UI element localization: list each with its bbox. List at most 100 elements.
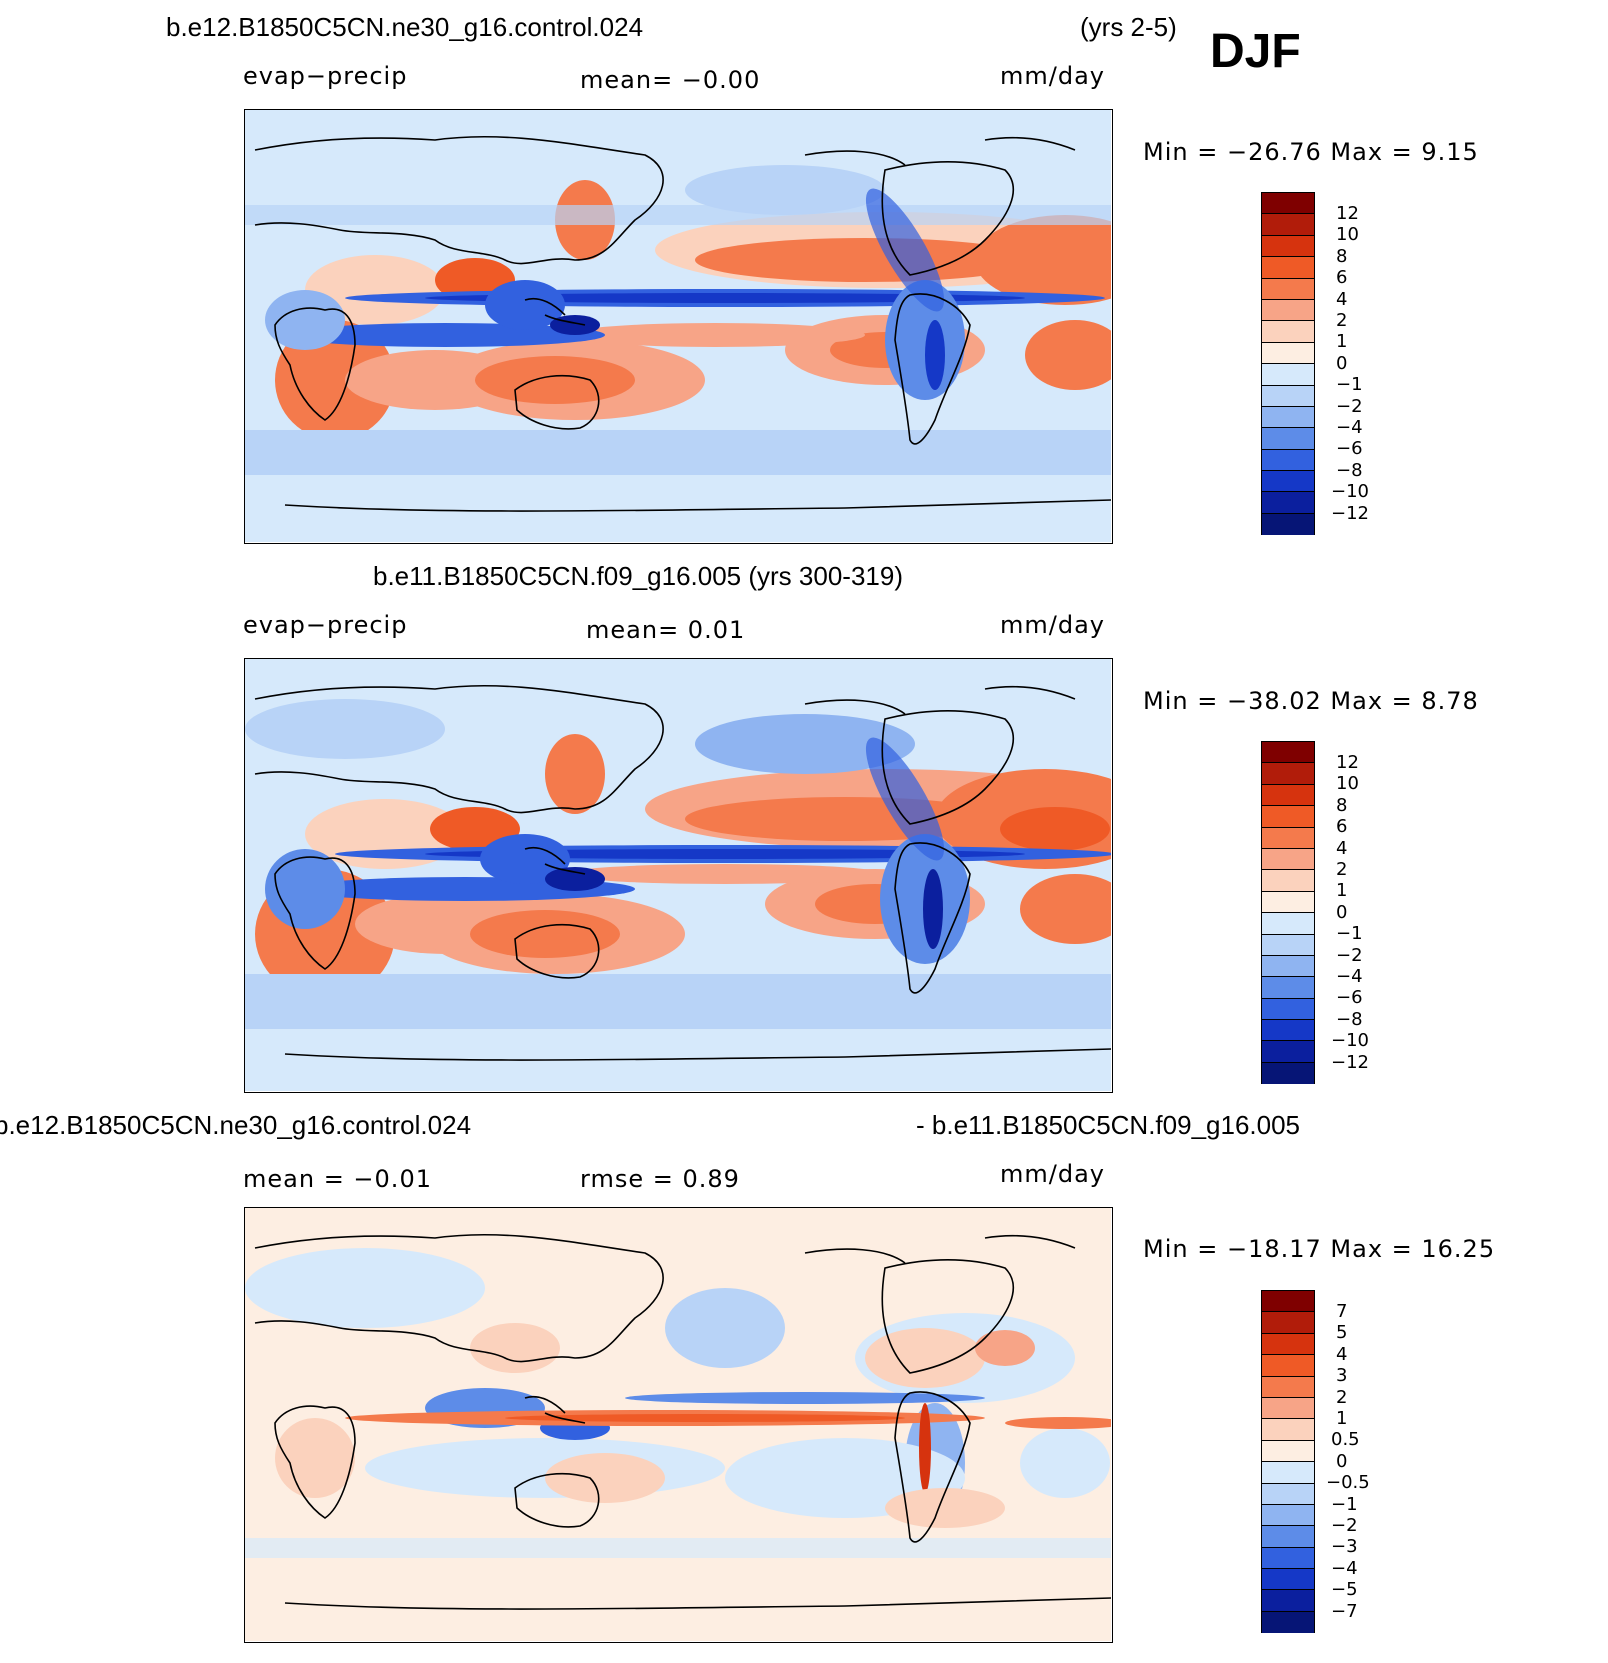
panel2-colorbar-label: −12: [1331, 1052, 1369, 1073]
panel1-colorbar-label: 8: [1336, 246, 1348, 267]
panel1-colorbar-swatch: [1262, 492, 1314, 514]
panel2-colorbar-swatch: [1262, 870, 1314, 892]
panel1-variable: evap−precip: [243, 62, 408, 90]
panel2-colorbar-swatch: [1262, 784, 1314, 807]
panel1-colorbar-swatch: [1262, 257, 1314, 279]
panel2-colorbar-label: 0: [1336, 902, 1348, 923]
panel2-negative-fields: [245, 699, 1111, 1029]
panel2-coastlines: [254, 684, 1111, 1061]
panel2-colorbar-swatch: [1262, 1041, 1314, 1063]
panel3-colorbar-swatch: [1262, 1333, 1314, 1356]
panel2-colorbar-swatch: [1262, 806, 1314, 828]
panel3-colorbar-swatch: [1262, 1376, 1314, 1398]
panel3-colorbar-label: −3: [1331, 1536, 1358, 1557]
panel1-colorbar-swatch: [1262, 214, 1314, 236]
panel3-units: mm/day: [1000, 1160, 1105, 1188]
panel2-colorbar-label: 4: [1336, 838, 1348, 859]
panel2-colorbar: [1261, 741, 1315, 1085]
panel1-colorbar-swatch: [1262, 406, 1314, 429]
panel1-colorbar-swatch: [1262, 513, 1314, 536]
panel2-colorbar-label: −8: [1336, 1009, 1363, 1030]
panel2-colorbar-swatch: [1262, 1020, 1314, 1042]
panel2-colorbar-label: 1: [1336, 880, 1348, 901]
panel1-colorbar-swatch: [1262, 471, 1314, 493]
panel1-colorbar-label: 10: [1336, 224, 1359, 245]
panel3-colorbar-swatch: [1262, 1312, 1314, 1334]
panel1-colorbar-swatch: [1262, 278, 1314, 300]
panel2-colorbar-label: 10: [1336, 773, 1359, 794]
panel3-negative-fields: [245, 1248, 1111, 1558]
panel3-colorbar-swatch: [1262, 1440, 1314, 1463]
panel2-colorbar-swatch: [1262, 763, 1314, 785]
panel1-title-right: (yrs 2-5): [1080, 12, 1177, 42]
panel3-colorbar-label: 0.5: [1331, 1429, 1360, 1450]
panel3-colorbar-label: 4: [1336, 1344, 1348, 1365]
panel1-colorbar-label: 2: [1336, 310, 1348, 331]
panel1-colorbar-swatch: [1262, 342, 1314, 365]
panel2-units: mm/day: [1000, 611, 1105, 639]
panel2-colorbar-swatch: [1262, 998, 1314, 1021]
panel2-colorbar-swatch: [1262, 955, 1314, 978]
panel3-colorbar-label: −7: [1331, 1601, 1358, 1622]
panel2-colorbar-swatch: [1262, 913, 1314, 935]
panel2-colorbar-label: −10: [1331, 1030, 1369, 1051]
panel3-map: [244, 1207, 1113, 1643]
panel3-colorbar-label: 0: [1336, 1451, 1348, 1472]
panel3-colorbar-swatch: [1262, 1462, 1314, 1484]
panel2-colorbar-swatch: [1262, 891, 1314, 914]
panel3-title-left: b.e12.B1850C5CN.ne30_g16.control.024: [0, 1110, 472, 1140]
panel1-units: mm/day: [1000, 62, 1105, 90]
panel1-colorbar-swatch: [1262, 321, 1314, 343]
panel3-colorbar-swatch: [1262, 1504, 1314, 1527]
panel1-title-left: b.e12.B1850C5CN.ne30_g16.control.024: [166, 12, 644, 42]
panel2-colorbar-swatch: [1262, 1062, 1314, 1085]
panel2-colorbar-swatch: [1262, 977, 1314, 999]
panel3-colorbar-swatch: [1262, 1397, 1314, 1420]
panel1-colorbar-label: −4: [1336, 417, 1363, 438]
panel1-colorbar-label: −12: [1331, 503, 1369, 524]
panel1-colorbar-label: −8: [1336, 460, 1363, 481]
panel2-colorbar-label: −2: [1336, 945, 1363, 966]
panel3-colorbar: [1261, 1290, 1315, 1634]
panel3-mean: mean = −0.01: [243, 1165, 432, 1193]
panel3-colorbar-label: −2: [1331, 1515, 1358, 1536]
panel3-rmse: rmse = 0.89: [580, 1165, 740, 1193]
panel3-colorbar-label: −5: [1331, 1579, 1358, 1600]
panel3-colorbar-label: −0.5: [1326, 1472, 1370, 1493]
panel2-colorbar-label: 12: [1336, 752, 1359, 773]
panel2-minmax: Min = −38.02 Max = 8.78: [1143, 687, 1479, 715]
panel1-colorbar-swatch: [1262, 449, 1314, 472]
panel3-colorbar-label: −1: [1331, 1494, 1358, 1515]
panel3-title-right: - b.e11.B1850C5CN.f09_g16.005: [916, 1110, 1301, 1140]
panel3-colorbar-label: 5: [1336, 1322, 1348, 1343]
panel3-colorbar-swatch: [1262, 1611, 1314, 1634]
panel3-colorbar-label: 2: [1336, 1387, 1348, 1408]
panel1-colorbar-swatch: [1262, 428, 1314, 450]
panel2-colorbar-label: −1: [1336, 923, 1363, 944]
panel2-colorbar-label: −6: [1336, 987, 1363, 1008]
panel3-colorbar-swatch: [1262, 1291, 1314, 1313]
panel1-minmax: Min = −26.76 Max = 9.15: [1143, 138, 1479, 166]
panel1-colorbar-label: 1: [1336, 331, 1348, 352]
panel1-colorbar-label: −10: [1331, 481, 1369, 502]
panel3-colorbar-swatch: [1262, 1569, 1314, 1591]
panel1-colorbar-swatch: [1262, 235, 1314, 258]
panel2-colorbar-label: 2: [1336, 859, 1348, 880]
panel3-colorbar-label: 7: [1336, 1301, 1348, 1322]
panel3-minmax: Min = −18.17 Max = 16.25: [1143, 1235, 1496, 1263]
panel3-positive-fields: [275, 1323, 1111, 1528]
panel3-coastlines: [254, 1233, 1111, 1610]
panel3-colorbar-swatch: [1262, 1526, 1314, 1548]
panel3-colorbar-label: 3: [1336, 1365, 1348, 1386]
panel2-title: b.e11.B1850C5CN.f09_g16.005 (yrs 300-319…: [373, 561, 903, 591]
panel2-positive-fields: [255, 734, 1111, 999]
panel2-mean: mean= 0.01: [586, 616, 746, 644]
panel1-colorbar-label: 12: [1336, 203, 1359, 224]
panel2-variable: evap−precip: [243, 611, 408, 639]
panel1-coastlines: [254, 135, 1111, 512]
panel2-colorbar-swatch: [1262, 827, 1314, 849]
panel1-colorbar-label: 6: [1336, 267, 1348, 288]
panel3-colorbar-swatch: [1262, 1355, 1314, 1377]
panel1-colorbar-swatch: [1262, 385, 1314, 407]
panel2-colorbar-swatch: [1262, 934, 1314, 956]
